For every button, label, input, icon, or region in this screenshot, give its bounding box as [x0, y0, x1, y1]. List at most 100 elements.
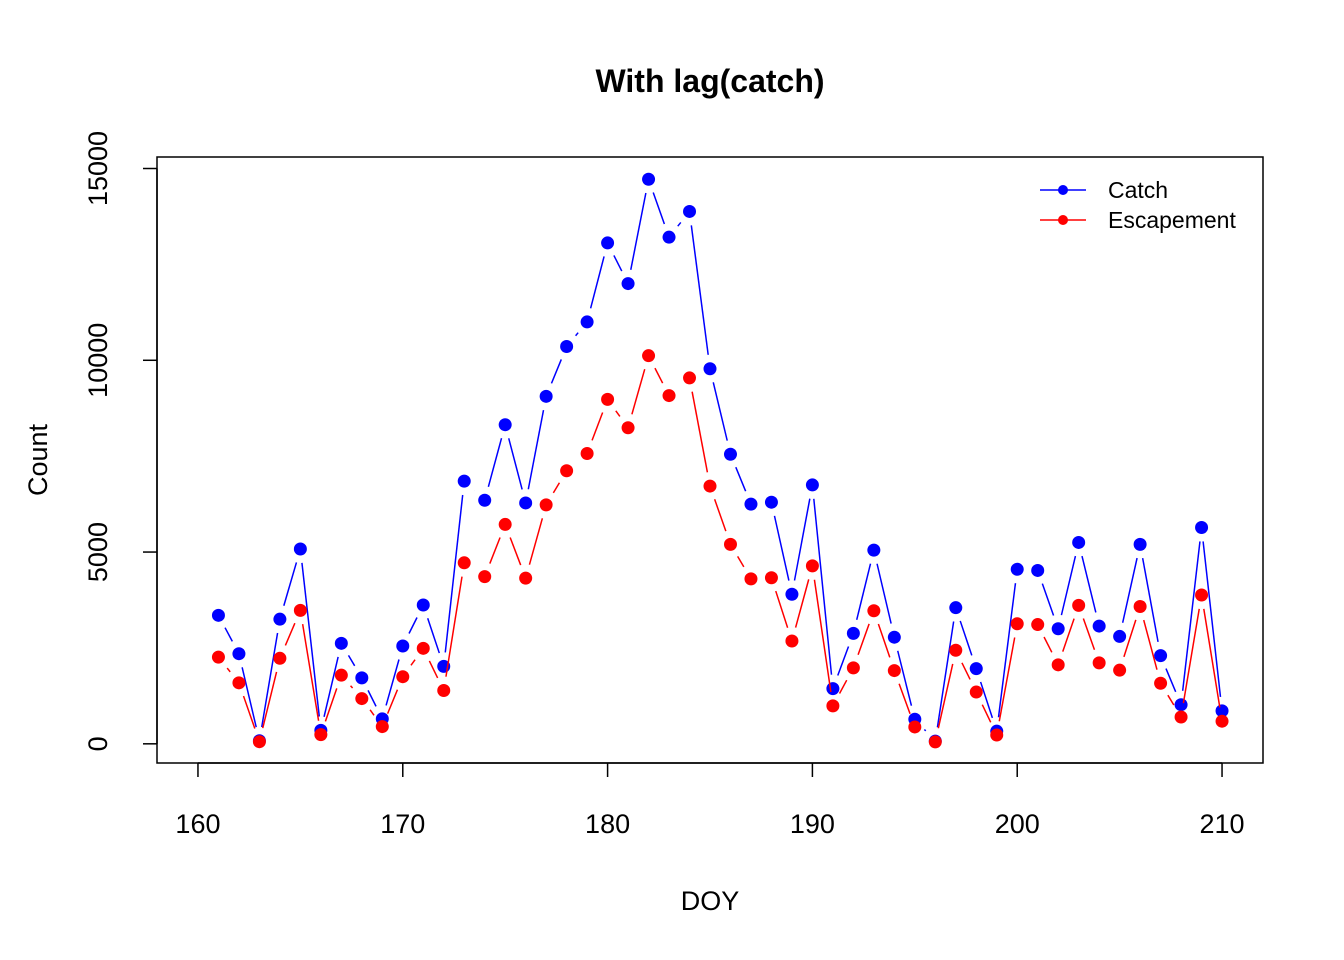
data-point	[478, 493, 492, 507]
data-point	[580, 446, 594, 460]
data-point	[969, 662, 983, 676]
data-point	[785, 587, 799, 601]
series-segment	[301, 562, 321, 717]
y-tick-label: 15000	[83, 131, 113, 206]
series-segment	[959, 620, 973, 656]
data-point	[1154, 649, 1168, 663]
series-segment	[793, 498, 811, 581]
data-point	[1195, 521, 1209, 535]
data-point	[744, 572, 758, 586]
series-segment	[284, 622, 296, 646]
series-segment	[615, 410, 621, 417]
data-point	[334, 668, 348, 682]
data-point	[355, 692, 369, 706]
x-axis-label: DOY	[681, 886, 740, 916]
series-segment	[262, 671, 278, 729]
data-point	[334, 636, 348, 650]
series-segment	[1142, 619, 1158, 670]
legend: Catch Escapement	[1040, 177, 1236, 233]
data-point	[662, 230, 676, 244]
series-segment	[367, 690, 377, 707]
series-segment	[923, 728, 927, 732]
data-point	[232, 676, 246, 690]
data-point	[1154, 676, 1168, 690]
series-segment	[242, 695, 256, 729]
data-point	[580, 315, 594, 329]
series-segment	[1062, 618, 1075, 652]
series-segment	[1041, 583, 1055, 616]
legend-label: Escapement	[1108, 207, 1236, 233]
data-point	[1072, 535, 1086, 549]
data-point	[498, 517, 512, 531]
series-segment	[775, 590, 789, 628]
series-segment	[550, 359, 563, 384]
series-segment	[445, 576, 463, 677]
data-point	[273, 651, 287, 665]
series-segment	[408, 617, 418, 634]
series-segment	[575, 332, 579, 337]
series-segment	[591, 412, 604, 441]
data-point	[683, 204, 697, 218]
series-segment	[428, 660, 439, 679]
data-point	[867, 543, 881, 557]
x-tick-label: 170	[380, 809, 425, 839]
series-segment	[1181, 541, 1201, 691]
series-segment	[487, 438, 503, 487]
series-segment	[489, 537, 501, 564]
legend-marker	[1058, 215, 1068, 225]
data-point	[375, 720, 389, 734]
data-point	[723, 447, 737, 461]
data-point	[1031, 563, 1045, 577]
data-point	[601, 236, 615, 250]
series-segment	[426, 618, 441, 654]
series-segment	[898, 683, 911, 715]
series-segment	[736, 556, 745, 568]
data-point	[703, 479, 717, 493]
series-segment	[385, 659, 400, 706]
series-segment	[630, 192, 647, 270]
legend-item-catch: Catch	[1040, 177, 1168, 203]
y-tick-label: 5000	[83, 522, 113, 582]
data-point	[662, 389, 676, 403]
series-segment	[369, 709, 375, 716]
data-point	[908, 720, 922, 734]
data-point	[805, 478, 819, 492]
series-segment	[509, 537, 522, 566]
data-point	[642, 349, 656, 363]
data-point	[457, 556, 471, 570]
series-segment	[528, 518, 544, 565]
series-segment	[324, 688, 338, 722]
series-segment	[837, 646, 850, 676]
series-segment	[1060, 555, 1077, 616]
data-point	[396, 670, 410, 684]
legend-marker	[1058, 185, 1068, 195]
data-point	[539, 389, 553, 403]
x-tick-label: 210	[1200, 809, 1245, 839]
series-segment	[652, 192, 666, 225]
series-segment	[613, 255, 623, 272]
data-point	[1215, 704, 1229, 718]
data-point	[1010, 617, 1024, 631]
series-segment	[1123, 619, 1137, 658]
data-point	[1113, 629, 1127, 643]
series-segment	[552, 482, 561, 494]
data-point	[560, 464, 574, 478]
series-segment	[444, 494, 464, 653]
data-point	[211, 650, 225, 664]
data-point	[478, 570, 492, 584]
data-point	[826, 682, 840, 696]
series-segment	[1082, 618, 1096, 650]
series-segment	[1165, 668, 1177, 693]
series-segment	[1121, 557, 1138, 623]
data-point	[1133, 537, 1147, 551]
series-catch	[211, 172, 1229, 748]
data-point	[949, 601, 963, 615]
data-point	[1113, 663, 1127, 677]
data-point	[232, 647, 246, 661]
chart-title: With lag(catch)	[595, 63, 824, 99]
series-segment	[631, 368, 646, 415]
series-segment	[1141, 558, 1159, 642]
data-point	[1031, 618, 1045, 632]
data-point	[969, 685, 983, 699]
series-segment	[997, 583, 1017, 718]
